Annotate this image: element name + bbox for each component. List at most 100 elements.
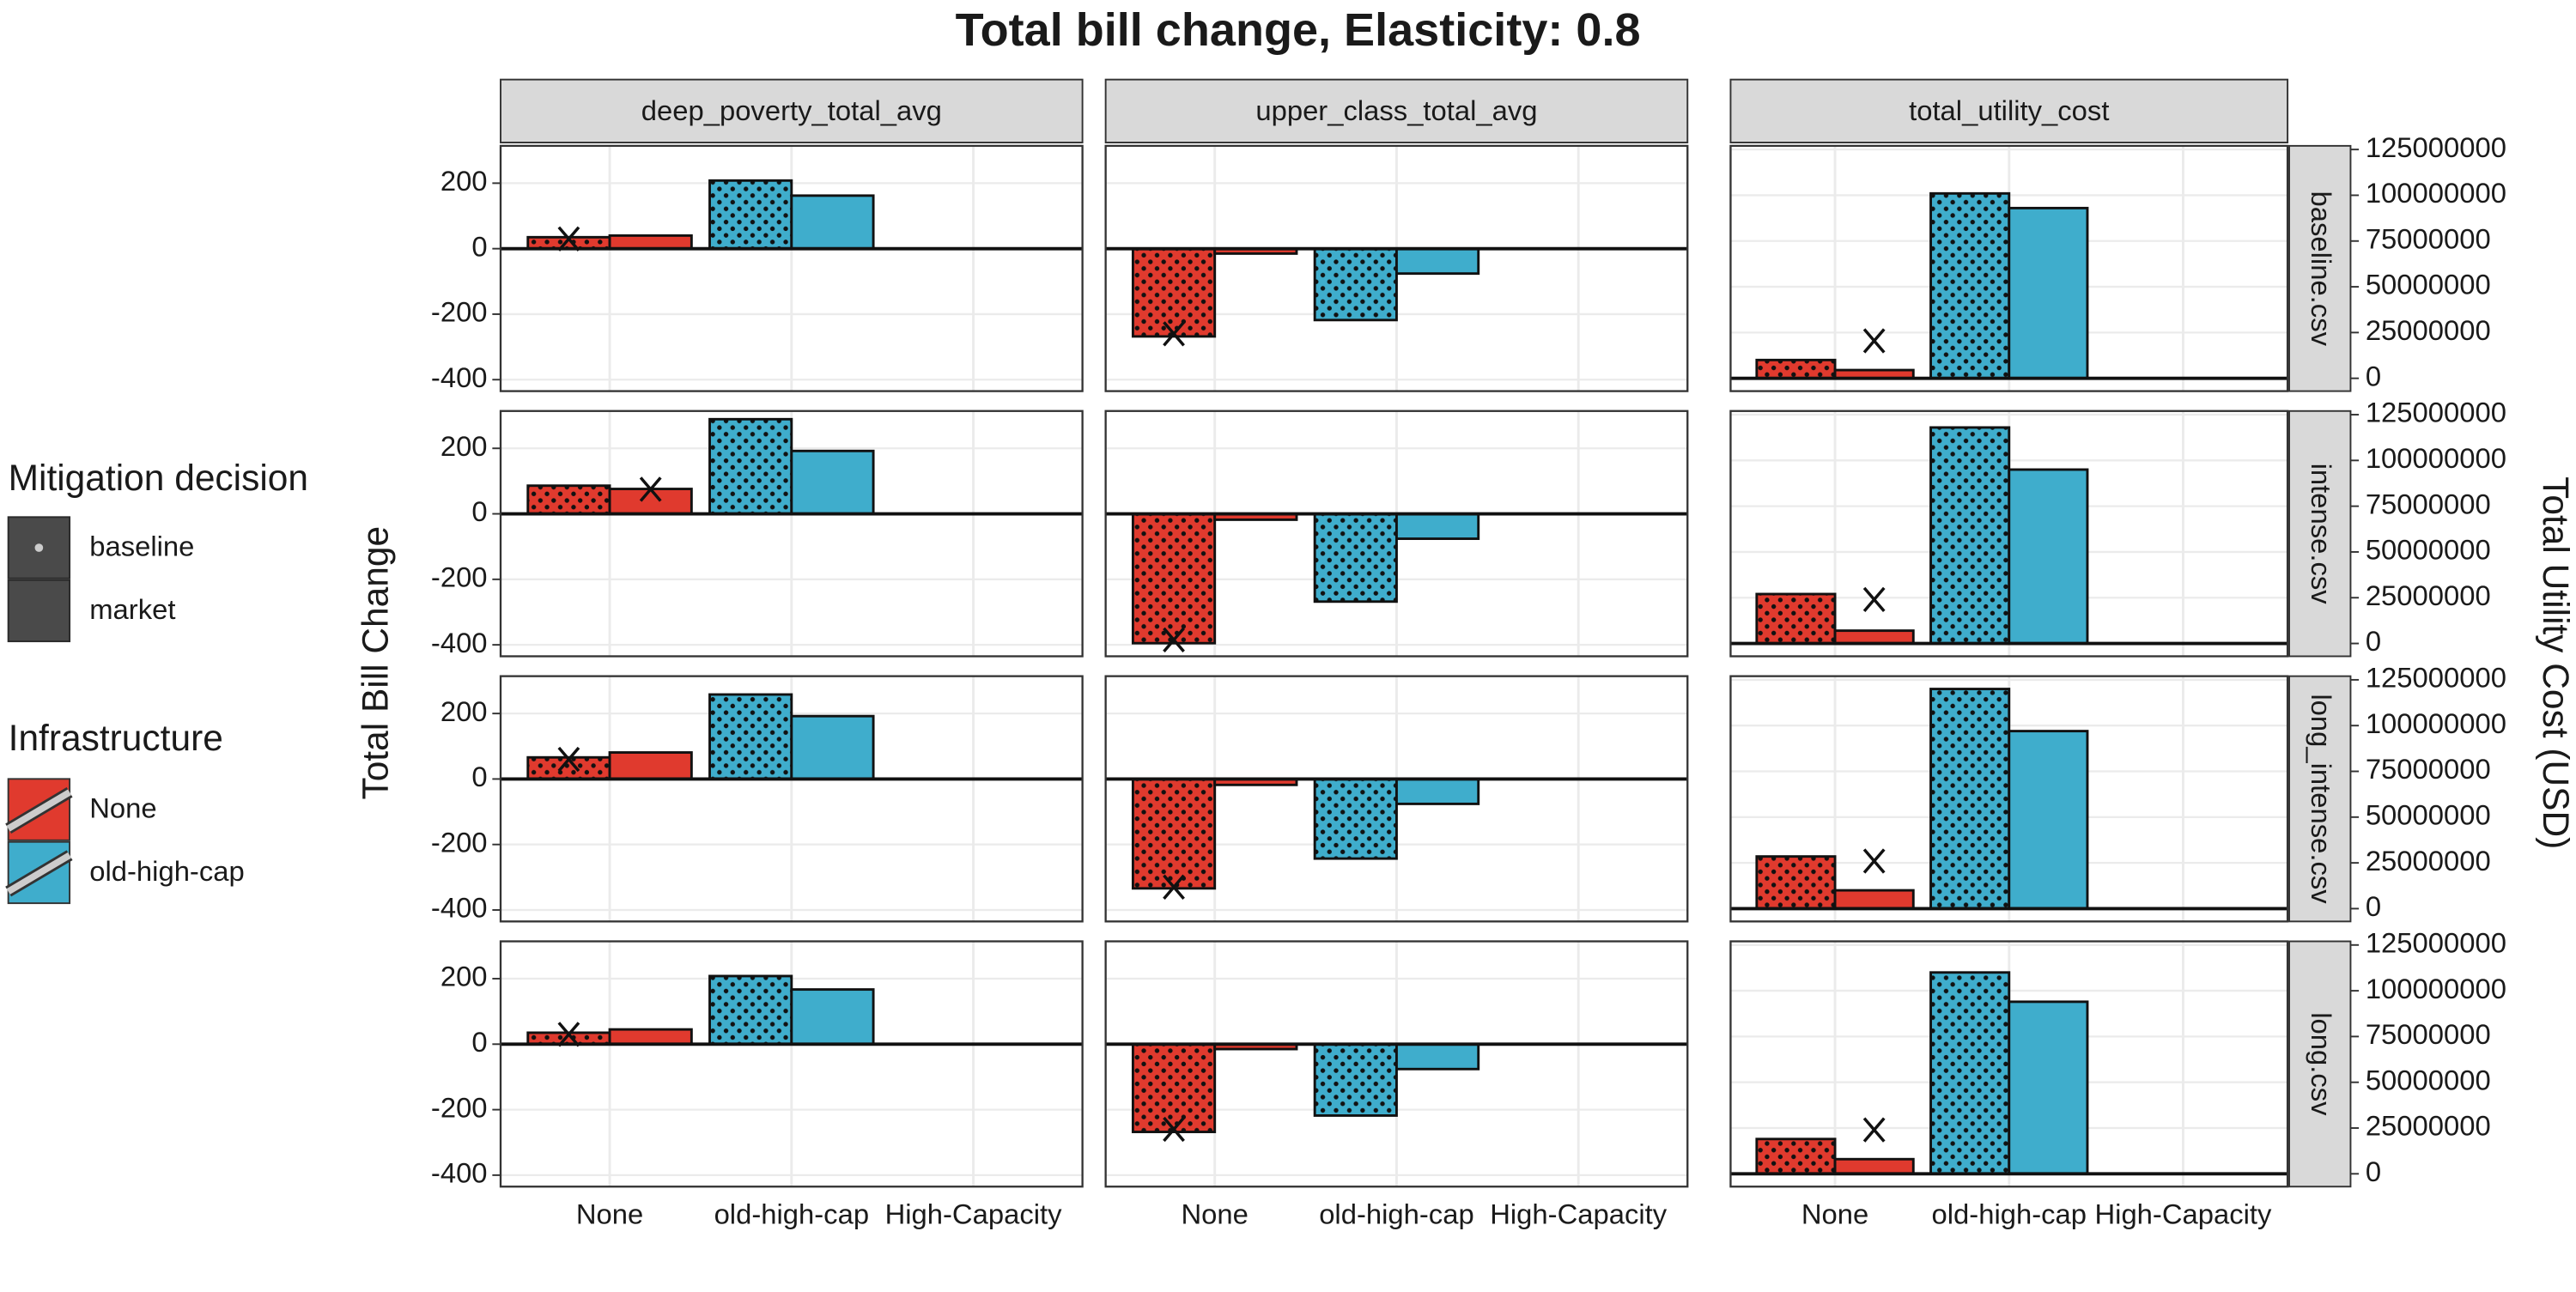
y-tick-label: 75000000 (2366, 1018, 2491, 1050)
y-tick-label: 25000000 (2366, 1110, 2491, 1142)
marker (1163, 1116, 1185, 1143)
y-tick-label: 75000000 (2366, 222, 2491, 254)
y-tick-label: -400 (431, 1157, 488, 1189)
bar (1395, 513, 1480, 540)
y-tick-label: 50000000 (2366, 1064, 2491, 1095)
bar (790, 449, 875, 515)
facet-strip (1104, 78, 1689, 143)
marker (557, 746, 580, 773)
panel-border (1729, 144, 2289, 392)
bar (2008, 730, 2089, 910)
y-tick-label: 75000000 (2366, 488, 2491, 519)
legend-title: Infrastructure (9, 718, 223, 758)
y-tick-label: 0 (471, 761, 487, 792)
panel (1104, 940, 1689, 1188)
panel: 0 25000000 50000000 75000000 100000000 125000… (1729, 397, 2506, 658)
y-tick-label: 0 (471, 1026, 487, 1058)
y-tick-label: 25000000 (2366, 314, 2491, 346)
y2-axis-label: Total Utility Cost (USD) (2536, 476, 2576, 849)
y-tick-label: -200 (431, 561, 488, 593)
y-tick-label: 100000000 (2366, 442, 2506, 474)
bar (1755, 1137, 1837, 1175)
bar (2008, 1000, 2089, 1175)
y-tick-label: 125000000 (2366, 397, 2506, 428)
x-tick-label: None (576, 1198, 643, 1230)
bar (1395, 247, 1480, 276)
bar (1131, 777, 1217, 890)
y-tick-label: -200 (431, 826, 488, 858)
legend-title: Mitigation decision (9, 458, 308, 498)
bar (708, 417, 793, 515)
bar (2008, 468, 2089, 646)
facet-label: baseline.csv (2306, 191, 2337, 346)
x-tick-label: None (1801, 1198, 1868, 1230)
bar (790, 988, 875, 1046)
bar (1755, 358, 1837, 380)
marker (1862, 586, 1886, 613)
bar (1131, 1042, 1217, 1133)
panel: 0 25000000 50000000 75000000 100000000 125000… (1729, 131, 2506, 392)
bar (526, 484, 611, 515)
y-tick-label: 200 (440, 961, 488, 992)
y-tick-label: 0 (471, 230, 487, 262)
panel (1104, 144, 1689, 392)
bar (1395, 1042, 1480, 1071)
bar (1929, 688, 2011, 910)
y-tick-label: 50000000 (2366, 534, 2491, 566)
x-tick-label: High-Capacity (885, 1198, 1063, 1230)
marker (1163, 321, 1185, 347)
facet-label: deep_poverty_total_avg (641, 94, 942, 126)
bar (608, 234, 693, 251)
panel-border (1104, 940, 1689, 1188)
panel: -400 -200 0 200 (431, 144, 1084, 393)
marker (1862, 328, 1886, 354)
panel-border (499, 940, 1084, 1188)
y-tick-label: 0 (2366, 1156, 2381, 1187)
legend-label: old-high-cap (89, 855, 245, 887)
bar (1313, 247, 1398, 322)
facet-strip (2288, 409, 2352, 658)
x-tick-label: High-Capacity (2094, 1198, 2272, 1230)
bar (1929, 971, 2011, 1175)
bar (790, 714, 875, 780)
marker (1862, 1117, 1886, 1143)
chart-title: Total bill change, Elasticity: 0.8 (956, 4, 1641, 56)
y-tick-label: 0 (471, 495, 487, 527)
x-tick-label: None (1181, 1198, 1248, 1230)
panel-border (499, 675, 1084, 923)
y-axis-label: Total Bill Change (355, 526, 395, 800)
facet-label: total_utility_cost (1909, 94, 2109, 126)
bar (790, 194, 875, 251)
bar (1755, 855, 1837, 910)
bar (1313, 777, 1398, 860)
facet-label: long.csv (2306, 1012, 2337, 1116)
panel-border (499, 409, 1084, 658)
bar (2008, 206, 2089, 380)
x-tick-label: old-high-cap (1319, 1198, 1474, 1230)
y-tick-label: 100000000 (2366, 973, 2506, 1004)
bar (1313, 513, 1398, 604)
marker (639, 476, 662, 502)
panel (1104, 675, 1689, 923)
marker (1163, 874, 1185, 900)
bar (708, 179, 793, 251)
legend-label: None (89, 792, 156, 824)
bar (608, 488, 693, 515)
bar (1929, 191, 2011, 380)
panel: 0 25000000 50000000 75000000 100000000 125000… (1729, 926, 2506, 1188)
legend-stripe (6, 789, 72, 832)
y-tick-label: 125000000 (2366, 662, 2506, 694)
bar (708, 693, 793, 780)
facet-label: intense.csv (2306, 464, 2337, 605)
marker (557, 226, 580, 252)
legend-dot (34, 543, 44, 552)
x-tick-label: High-Capacity (1490, 1198, 1668, 1230)
marker (1862, 848, 1886, 874)
panel: 0 25000000 50000000 75000000 100000000 125000… (1729, 662, 2506, 923)
legend-label: market (89, 593, 175, 625)
y-tick-label: -400 (431, 627, 488, 658)
y-tick-label: 125000000 (2366, 926, 2506, 958)
facet-strip (2288, 940, 2352, 1188)
panel-border (1729, 940, 2289, 1188)
